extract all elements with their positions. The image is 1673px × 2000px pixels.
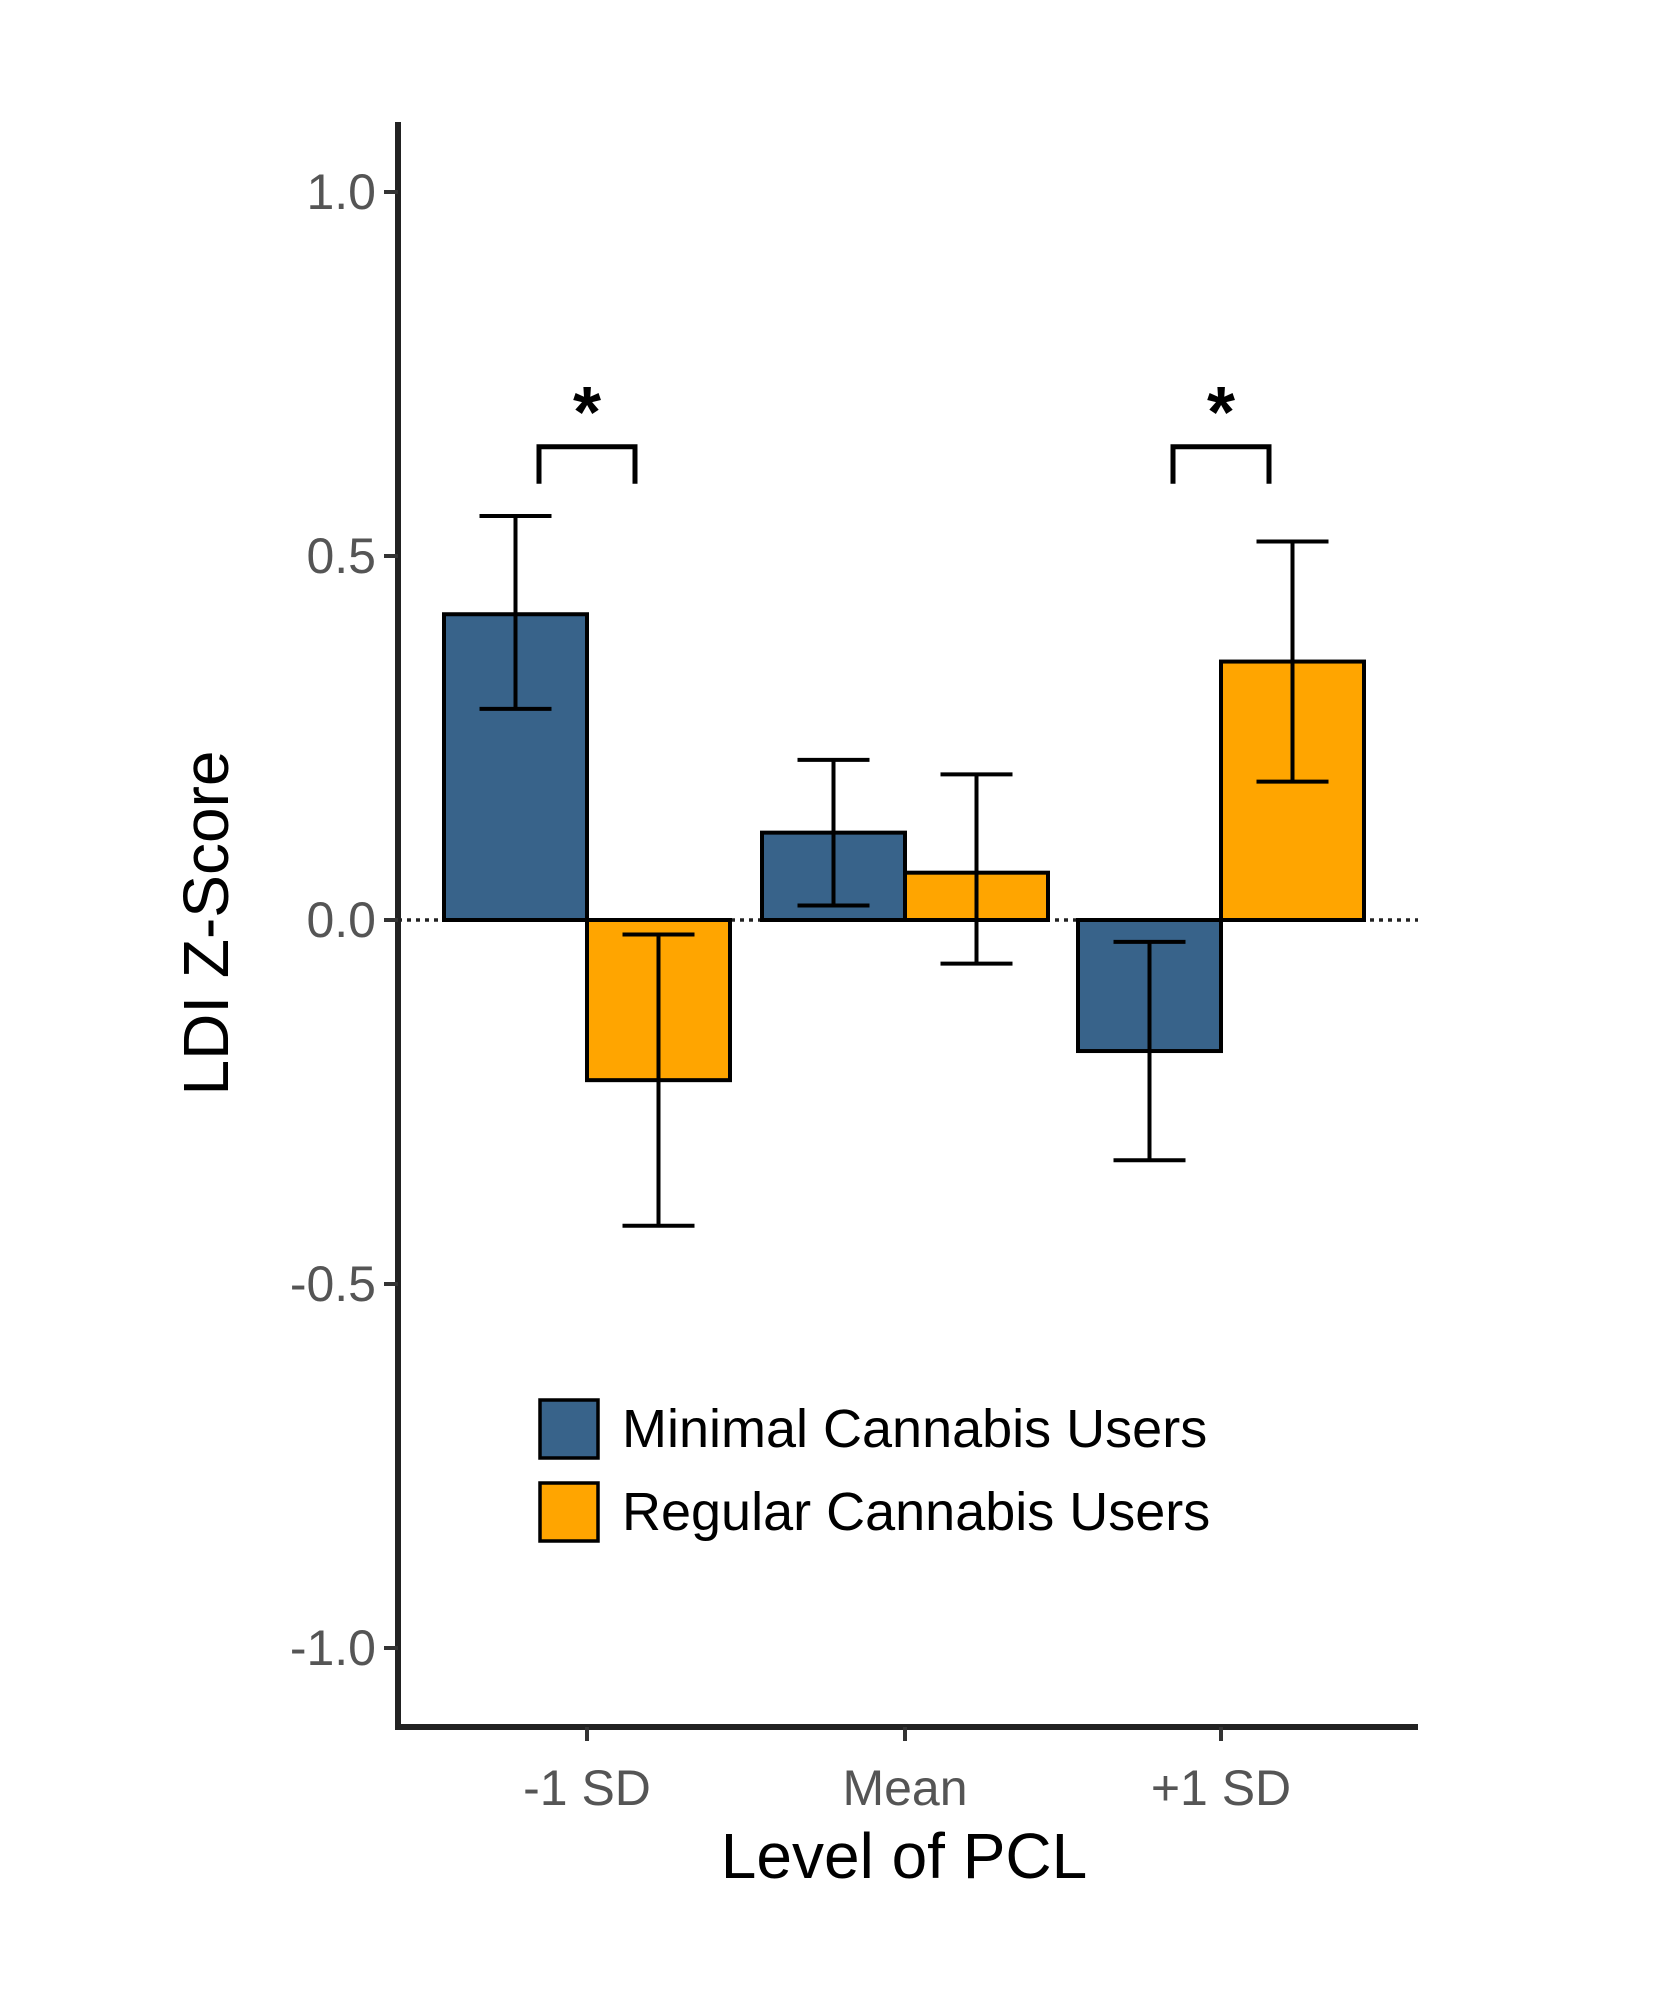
y-tick-label: 1.0 [306,164,376,220]
legend-item-regular: Regular Cannabis Users [538,1481,1210,1543]
error-bar-regular-1 [940,772,1013,966]
x-tick-label: -1 SD [523,1760,651,1816]
bracket-line [536,444,638,484]
plot-area: * * [398,373,1418,1228]
legend-label: Regular Cannabis Users [622,1482,1210,1542]
significance-bracket-1: * [1170,373,1272,484]
error-bar-regular-0 [622,932,695,1228]
legend-item-minimal: Minimal Cannabis Users [538,1398,1207,1460]
y-tick-label: -0.5 [290,1256,376,1312]
bracket-line [1170,444,1272,484]
legend-key [538,1481,600,1543]
y-tick-label: -1.0 [290,1620,376,1676]
x-tick-label: +1 SD [1151,1760,1291,1816]
error-bar-regular-2 [1256,539,1329,784]
significance-bracket-0: * [536,373,638,484]
significance-star: * [573,373,601,453]
axes: LDI Z-Score Level of PCL 1.0 0.5 0.0 -0.5 -1… [170,122,1418,1892]
y-tick-label: 0.0 [306,892,376,948]
error-bar-minimal-0 [479,513,552,711]
y-tick-label: 0.5 [306,528,376,584]
x-tick-label: Mean [842,1760,967,1816]
legend-label: Minimal Cannabis Users [622,1399,1207,1459]
error-bar-minimal-2 [1113,939,1186,1163]
x-axis-title: Level of PCL [721,1820,1087,1892]
significance-star: * [1207,373,1235,453]
legend: Minimal Cannabis Users Regular Cannabis U… [538,1398,1210,1543]
y-axis-title: LDI Z-Score [170,751,242,1096]
legend-key [538,1398,600,1460]
error-bar-minimal-1 [797,757,870,908]
